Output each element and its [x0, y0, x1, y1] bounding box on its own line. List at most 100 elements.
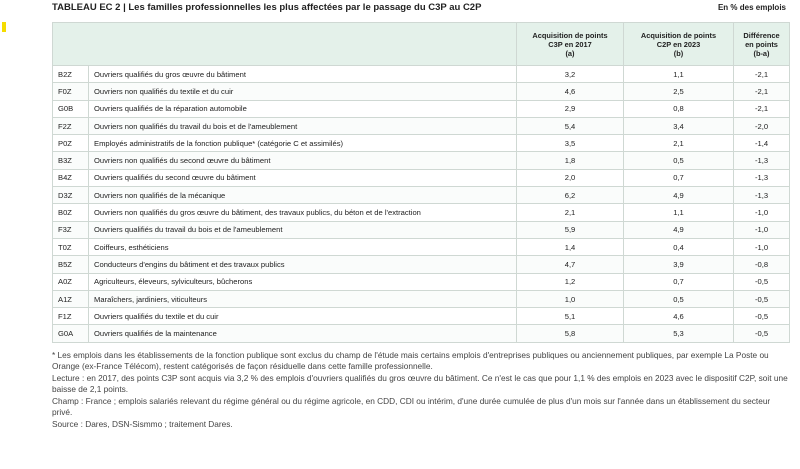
- accent-mark: [2, 22, 6, 32]
- label-cell: Conducteurs d'engins du bâtiment et des …: [88, 255, 517, 274]
- code-cell: F3Z: [52, 220, 89, 239]
- code-cell: F0Z: [52, 82, 89, 101]
- code-cell: A1Z: [52, 289, 89, 309]
- header-row: Acquisition de points C3P en 2017 (a) Acqui…: [52, 22, 790, 66]
- column-header: Acquisition de points C3P en 2017 (a): [516, 22, 624, 66]
- value-cell: 3,2: [516, 64, 624, 84]
- code-cell: G0A: [52, 324, 89, 343]
- value-cell: 4,9: [623, 220, 734, 239]
- header-line: Différence: [743, 30, 780, 40]
- label-cell: Maraîchers, jardiniers, viticulteurs: [88, 289, 517, 309]
- value-cell: -1,3: [733, 168, 790, 188]
- value-cell: 0,7: [623, 168, 734, 188]
- value-cell: 2,5: [623, 82, 734, 101]
- value-cell: -1,0: [733, 220, 790, 239]
- value-cell: 1,1: [623, 64, 734, 84]
- table-row: B5Z Conducteurs d'engins du bâtiment et d…: [52, 255, 790, 274]
- value-cell: 0,7: [623, 272, 734, 291]
- code-cell: B3Z: [52, 151, 89, 170]
- value-cell: 0,8: [623, 99, 734, 118]
- value-cell: -1,0: [733, 203, 790, 222]
- table-row: A1Z Maraîchers, jardiniers, viticulteurs 1…: [52, 289, 790, 309]
- code-cell: G0B: [52, 99, 89, 118]
- header-line: Acquisition de points: [640, 30, 717, 40]
- code-cell: F2Z: [52, 116, 89, 136]
- table-head: Acquisition de points C3P en 2017 (a) Acqui…: [52, 22, 790, 66]
- value-cell: 5,8: [516, 324, 624, 343]
- header-line: C2P en 2023: [656, 39, 701, 49]
- value-cell: -0,5: [733, 307, 790, 326]
- header-line: (a): [565, 48, 575, 58]
- value-cell: 3,5: [516, 134, 624, 153]
- table-row: B3Z Ouvriers non qualifiés du second œuvr…: [52, 151, 790, 170]
- code-cell: D3Z: [52, 186, 89, 205]
- code-cell: T0Z: [52, 237, 89, 257]
- label-cell: Ouvriers non qualifiés du second œuvre d…: [88, 151, 517, 170]
- value-cell: -0,5: [733, 272, 790, 291]
- value-cell: -2,1: [733, 64, 790, 84]
- table-row: F0Z Ouvriers non qualifiés du textile et …: [52, 82, 790, 101]
- value-cell: 1,4: [516, 237, 624, 257]
- value-cell: -1,3: [733, 151, 790, 170]
- table-row: F1Z Ouvriers qualifiés du textile et du c…: [52, 307, 790, 326]
- code-cell: P0Z: [52, 134, 89, 153]
- table-row: B4Z Ouvriers qualifiés du second œuvre du…: [52, 168, 790, 188]
- header-line: en points: [745, 39, 778, 49]
- value-cell: -0,5: [733, 289, 790, 309]
- notes: * Les emplois dans les établissements de…: [52, 350, 792, 431]
- value-cell: -0,8: [733, 255, 790, 274]
- note: * Les emplois dans les établissements de…: [52, 350, 769, 371]
- value-cell: 1,0: [516, 289, 624, 309]
- label-cell: Ouvriers qualifiés du gros œuvre du bâti…: [88, 64, 517, 84]
- header-line: (b-a): [753, 48, 770, 58]
- value-cell: 5,9: [516, 220, 624, 239]
- code-cell: F1Z: [52, 307, 89, 326]
- table-row: F2Z Ouvriers non qualifiés du travail du …: [52, 116, 790, 136]
- label-cell: Coiffeurs, esthéticiens: [88, 237, 517, 257]
- header-line: Acquisition de points: [532, 30, 608, 40]
- value-cell: 5,1: [516, 307, 624, 326]
- note: Champ : France ; emplois salariés releva…: [52, 396, 771, 417]
- value-cell: 0,5: [623, 151, 734, 170]
- value-cell: 2,1: [516, 203, 624, 222]
- value-cell: 4,6: [623, 307, 734, 326]
- header-cell: [52, 22, 517, 66]
- label-cell: Ouvriers qualifiés de la maintenance: [88, 324, 517, 343]
- value-cell: 1,1: [623, 203, 734, 222]
- value-cell: 2,9: [516, 99, 624, 118]
- value-cell: -2,1: [733, 99, 790, 118]
- header-line: C3P en 2017: [548, 39, 592, 49]
- label-cell: Ouvriers non qualifiés du travail du boi…: [88, 116, 517, 136]
- table-row: T0Z Coiffeurs, esthéticiens 1,4 0,4 -1,0: [52, 237, 790, 257]
- value-cell: 4,6: [516, 82, 624, 101]
- note: Source : Dares, DSN-Sismmo ; traitement …: [52, 419, 233, 429]
- code-cell: B2Z: [52, 64, 89, 84]
- value-cell: 5,3: [623, 324, 734, 343]
- table-title: TABLEAU EC 2 | Les familles professionne…: [52, 2, 482, 13]
- code-cell: A0Z: [52, 272, 89, 291]
- label-cell: Ouvriers qualifiés de la réparation auto…: [88, 99, 517, 118]
- table-row: P0Z Employés administratifs de la fonctio…: [52, 134, 790, 153]
- table-row: A0Z Agriculteurs, éleveurs, sylviculteurs…: [52, 272, 790, 291]
- table-body: B2Z Ouvriers qualifiés du gros œuvre du b…: [52, 64, 790, 343]
- label-cell: Ouvriers non qualifiés du gros œuvre du …: [88, 203, 517, 222]
- table-row: B0Z Ouvriers non qualifiés du gros œuvre …: [52, 203, 790, 222]
- unit-label: En % des emplois: [717, 3, 786, 12]
- value-cell: -2,0: [733, 116, 790, 136]
- header-line: (b): [673, 48, 684, 58]
- value-cell: 3,9: [623, 255, 734, 274]
- value-cell: 6,2: [516, 186, 624, 205]
- column-header: Différence en points (b-a): [733, 22, 790, 66]
- value-cell: 5,4: [516, 116, 624, 136]
- value-cell: 2,1: [623, 134, 734, 153]
- value-cell: 4,9: [623, 186, 734, 205]
- value-cell: 3,4: [623, 116, 734, 136]
- label-cell: Agriculteurs, éleveurs, sylviculteurs, b…: [88, 272, 517, 291]
- label-cell: Ouvriers qualifiés du textile et du cuir: [88, 307, 517, 326]
- label-cell: Ouvriers qualifiés du travail du bois et…: [88, 220, 517, 239]
- code-cell: B4Z: [52, 168, 89, 188]
- label-cell: Ouvriers non qualifiés de la mécanique: [88, 186, 517, 205]
- code-cell: B5Z: [52, 255, 89, 274]
- table-row: F3Z Ouvriers qualifiés du travail du bois…: [52, 220, 790, 239]
